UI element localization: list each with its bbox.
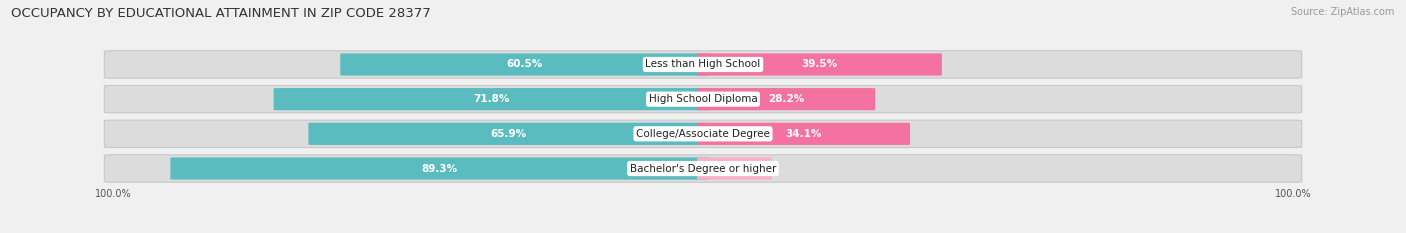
Text: 39.5%: 39.5% <box>801 59 838 69</box>
Text: 65.9%: 65.9% <box>491 129 527 139</box>
Text: 100.0%: 100.0% <box>94 189 132 199</box>
Text: 60.5%: 60.5% <box>506 59 543 69</box>
FancyBboxPatch shape <box>340 53 709 75</box>
Text: 28.2%: 28.2% <box>768 94 804 104</box>
Text: Source: ZipAtlas.com: Source: ZipAtlas.com <box>1291 7 1395 17</box>
FancyBboxPatch shape <box>104 155 1302 182</box>
Text: High School Diploma: High School Diploma <box>648 94 758 104</box>
Text: College/Associate Degree: College/Associate Degree <box>636 129 770 139</box>
Text: 89.3%: 89.3% <box>422 164 458 174</box>
Text: OCCUPANCY BY EDUCATIONAL ATTAINMENT IN ZIP CODE 28377: OCCUPANCY BY EDUCATIONAL ATTAINMENT IN Z… <box>11 7 432 20</box>
FancyBboxPatch shape <box>697 123 910 145</box>
FancyBboxPatch shape <box>697 88 875 110</box>
FancyBboxPatch shape <box>697 53 942 75</box>
Text: 10.7%: 10.7% <box>717 164 752 174</box>
Text: 34.1%: 34.1% <box>786 129 821 139</box>
FancyBboxPatch shape <box>170 158 709 180</box>
FancyBboxPatch shape <box>104 120 1302 147</box>
Text: 100.0%: 100.0% <box>1274 189 1312 199</box>
FancyBboxPatch shape <box>697 158 772 180</box>
FancyBboxPatch shape <box>104 86 1302 113</box>
Text: Less than High School: Less than High School <box>645 59 761 69</box>
FancyBboxPatch shape <box>104 51 1302 78</box>
FancyBboxPatch shape <box>274 88 709 110</box>
Text: Bachelor's Degree or higher: Bachelor's Degree or higher <box>630 164 776 174</box>
FancyBboxPatch shape <box>308 123 709 145</box>
Text: 71.8%: 71.8% <box>472 94 509 104</box>
